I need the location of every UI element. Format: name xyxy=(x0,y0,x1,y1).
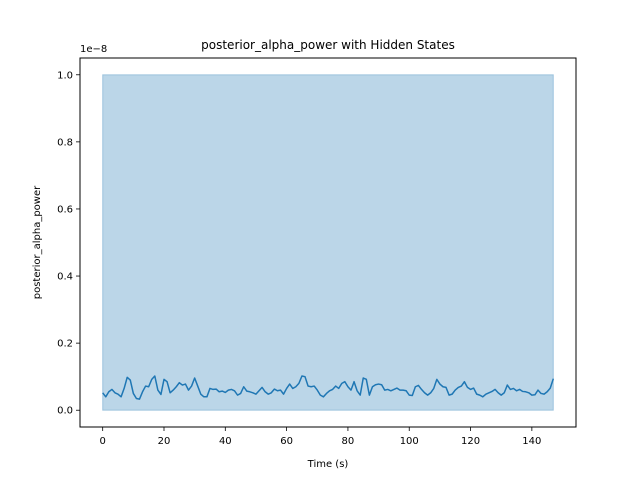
x-axis-ticks: 0 20 40 60 80 100 120 140 xyxy=(99,427,541,447)
x-tick-label: 100 xyxy=(400,436,419,447)
y-tick-label: 1.0 xyxy=(57,70,73,81)
x-axis-label: Time (s) xyxy=(307,459,349,470)
x-tick-label: 20 xyxy=(158,436,171,447)
x-tick-label: 140 xyxy=(522,436,541,447)
y-tick-label: 0.8 xyxy=(57,137,73,148)
plot-area xyxy=(102,74,555,411)
x-tick-label: 120 xyxy=(461,436,480,447)
y-tick-label: 0.4 xyxy=(57,272,73,283)
chart-title: posterior_alpha_power with Hidden States xyxy=(201,38,455,52)
series-line-0 xyxy=(102,375,555,400)
y-offset-label: 1e−8 xyxy=(80,44,107,55)
y-axis-ticks: 0.0 0.2 0.4 0.6 0.8 1.0 xyxy=(57,70,80,417)
axes-frame xyxy=(79,57,577,428)
y-tick-label: 0.0 xyxy=(57,406,73,417)
hidden-state-band xyxy=(102,74,554,411)
y-tick-label: 0.6 xyxy=(57,204,73,215)
x-tick-label: 40 xyxy=(219,436,232,447)
y-axis-label: posterior_alpha_power xyxy=(32,185,43,299)
x-tick-label: 0 xyxy=(99,436,105,447)
y-tick-label: 0.2 xyxy=(57,339,73,350)
x-tick-label: 80 xyxy=(342,436,355,447)
x-tick-label: 60 xyxy=(280,436,293,447)
